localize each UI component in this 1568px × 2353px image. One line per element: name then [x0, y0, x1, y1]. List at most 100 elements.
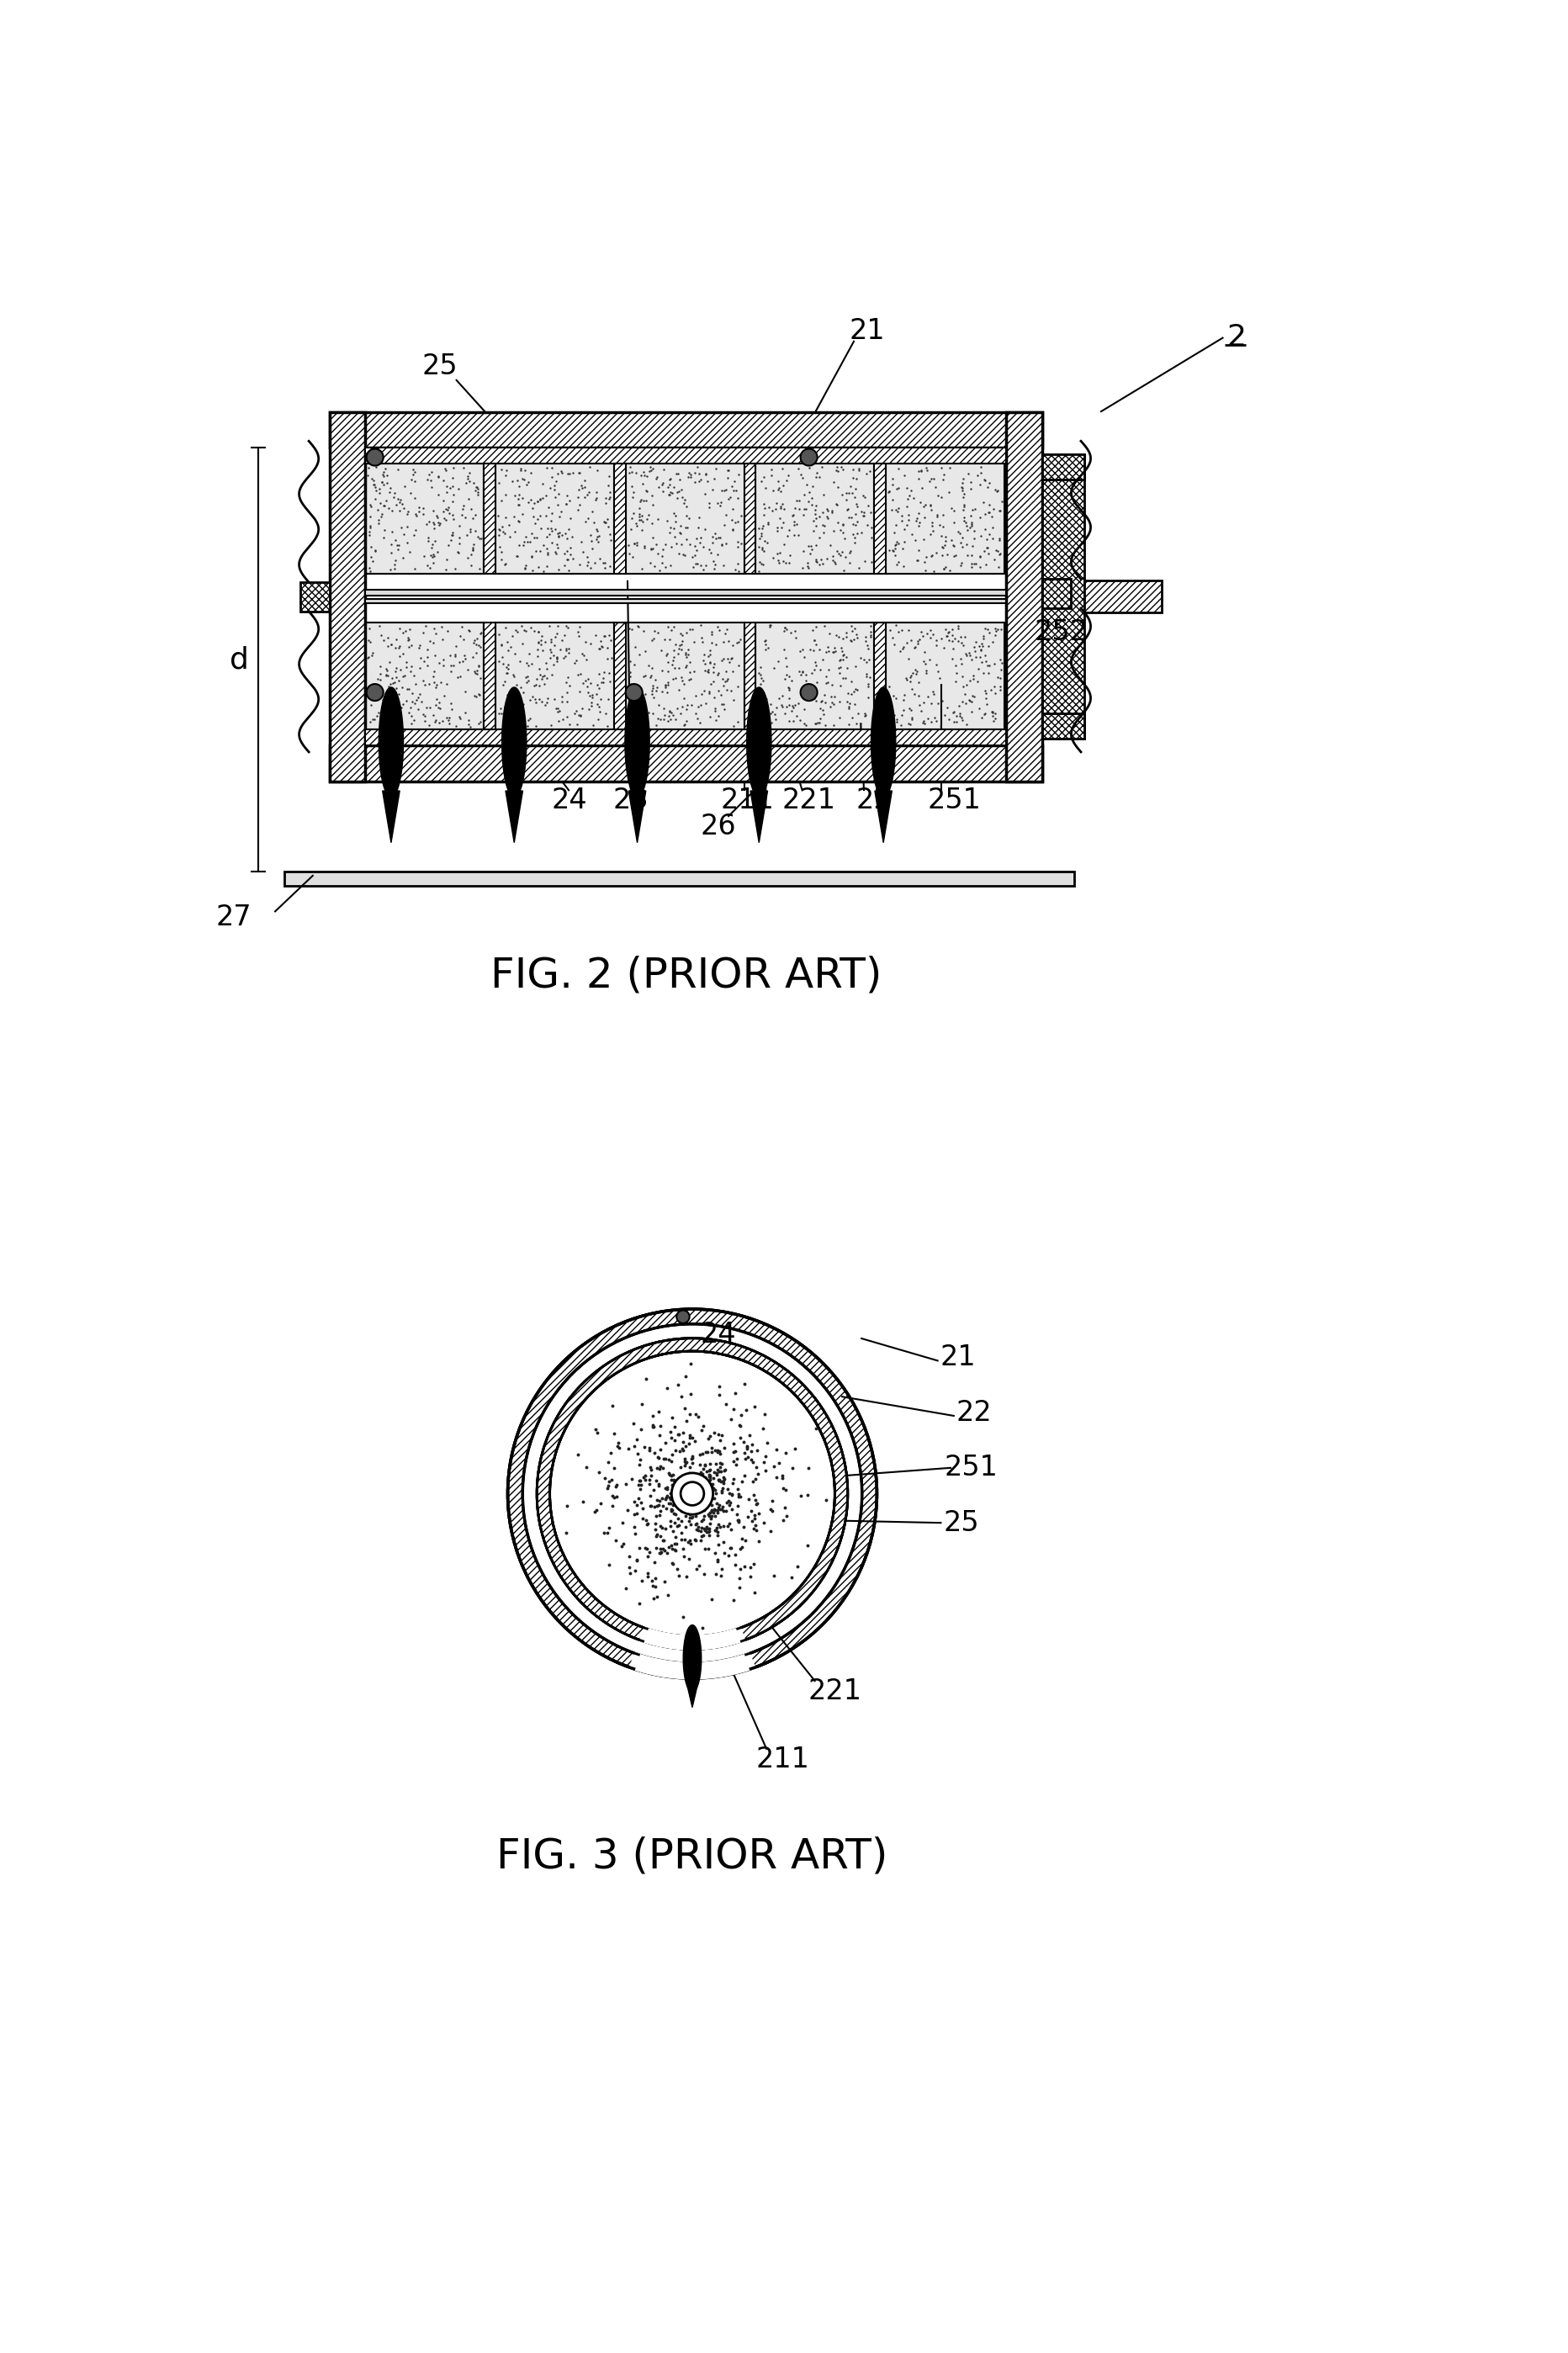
Text: FIG. 2 (PRIOR ART): FIG. 2 (PRIOR ART) [489, 955, 881, 995]
Point [488, 482, 513, 520]
Point [889, 501, 914, 539]
Point [983, 609, 1008, 647]
Point [684, 694, 709, 732]
Point [919, 685, 944, 722]
Point [702, 689, 728, 727]
Point [721, 682, 746, 720]
Circle shape [676, 1311, 688, 1322]
Point [591, 544, 616, 581]
Point [621, 647, 646, 685]
Point [461, 624, 486, 661]
Point [543, 511, 568, 548]
Point [898, 701, 924, 739]
Point [828, 536, 853, 574]
Point [583, 480, 608, 518]
Point [423, 701, 448, 739]
Point [461, 525, 486, 562]
Point [706, 673, 731, 711]
Point [909, 616, 935, 654]
Point [789, 654, 814, 692]
Point [829, 506, 855, 544]
Point [748, 656, 773, 694]
Point [362, 701, 387, 739]
Point [953, 638, 978, 675]
Point [702, 520, 728, 558]
Point [928, 682, 953, 720]
Point [792, 692, 817, 729]
Wedge shape [629, 1652, 756, 1680]
Point [397, 532, 422, 569]
Point [619, 499, 644, 536]
Point [953, 525, 978, 562]
Point [688, 461, 713, 499]
Point [420, 664, 445, 701]
Point [517, 480, 543, 518]
Point [533, 475, 558, 513]
Point [624, 527, 649, 565]
Point [681, 652, 706, 689]
Point [452, 640, 477, 678]
Point [676, 459, 701, 496]
Point [395, 619, 420, 656]
Point [693, 456, 718, 494]
Point [383, 664, 408, 701]
Point [619, 478, 644, 515]
Point [829, 635, 855, 673]
Point [453, 464, 478, 501]
Point [702, 692, 728, 729]
Point [751, 496, 776, 534]
Point [883, 680, 908, 718]
Point [386, 628, 411, 666]
Point [695, 654, 720, 692]
Point [789, 459, 814, 496]
Point [701, 654, 726, 692]
Bar [365, 600, 1007, 602]
Point [955, 633, 980, 671]
Point [851, 696, 877, 734]
Point [597, 473, 622, 511]
Point [724, 527, 750, 565]
Point [980, 508, 1005, 546]
Point [525, 624, 550, 661]
Point [356, 449, 381, 487]
Point [681, 548, 706, 586]
Point [640, 621, 665, 659]
Point [913, 499, 938, 536]
Point [975, 654, 1000, 692]
Point [555, 659, 580, 696]
Point [889, 529, 914, 567]
Point [638, 452, 663, 489]
Point [919, 508, 944, 546]
Point [972, 496, 997, 534]
Point [880, 619, 905, 656]
Point [533, 496, 558, 534]
Point [972, 635, 997, 673]
Point [844, 706, 869, 744]
Point [431, 499, 456, 536]
Point [447, 518, 472, 555]
Point [505, 614, 530, 652]
Point [833, 480, 858, 518]
Point [961, 520, 986, 558]
Point [887, 633, 913, 671]
Point [828, 666, 853, 704]
Point [803, 499, 828, 536]
Point [673, 647, 698, 685]
Point [640, 485, 665, 522]
Point [925, 478, 950, 515]
Polygon shape [383, 791, 400, 842]
Point [378, 626, 403, 664]
Point [571, 532, 596, 569]
Point [958, 471, 983, 508]
Point [682, 464, 707, 501]
Point [546, 529, 571, 567]
Point [467, 551, 492, 588]
Point [419, 461, 444, 499]
Point [967, 466, 993, 504]
Point [422, 704, 447, 741]
Point [754, 701, 779, 739]
Point [978, 692, 1004, 729]
Point [533, 645, 558, 682]
Point [751, 546, 776, 584]
Point [909, 468, 935, 506]
